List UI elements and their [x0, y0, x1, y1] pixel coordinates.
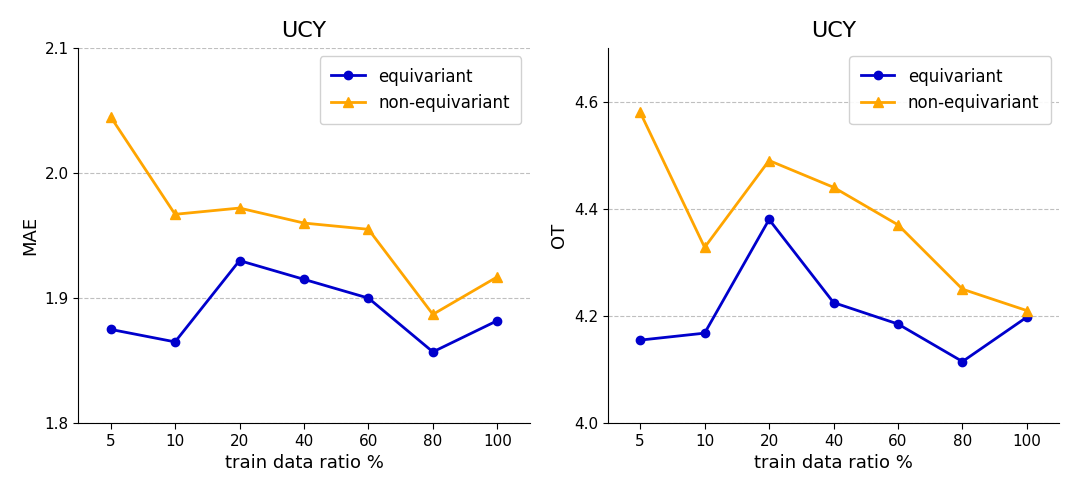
non-equivariant [491, 274, 504, 280]
X-axis label: train data ratio %: train data ratio % [754, 454, 913, 472]
non-equivariant [634, 109, 647, 115]
non-equivariant [104, 114, 117, 120]
Line: equivariant: equivariant [636, 215, 1031, 366]
equivariant [233, 258, 246, 264]
non-equivariant [362, 226, 375, 232]
equivariant [491, 317, 504, 323]
non-equivariant [827, 184, 840, 190]
equivariant [297, 277, 310, 282]
Legend: equivariant, non-equivariant: equivariant, non-equivariant [320, 56, 522, 124]
equivariant [634, 337, 647, 343]
equivariant [891, 321, 904, 327]
Title: UCY: UCY [282, 21, 326, 41]
equivariant [104, 326, 117, 332]
equivariant [827, 300, 840, 306]
Line: non-equivariant: non-equivariant [635, 107, 1031, 316]
equivariant [1021, 314, 1034, 320]
non-equivariant [297, 220, 310, 226]
non-equivariant [891, 222, 904, 228]
X-axis label: train data ratio %: train data ratio % [225, 454, 383, 472]
non-equivariant [698, 245, 711, 250]
non-equivariant [233, 205, 246, 211]
equivariant [956, 358, 969, 364]
equivariant [762, 216, 775, 222]
Line: equivariant: equivariant [107, 256, 501, 356]
Legend: equivariant, non-equivariant: equivariant, non-equivariant [849, 56, 1051, 124]
non-equivariant [427, 312, 440, 317]
Y-axis label: MAE: MAE [21, 216, 39, 255]
Title: UCY: UCY [811, 21, 856, 41]
equivariant [362, 295, 375, 301]
non-equivariant [762, 158, 775, 164]
Line: non-equivariant: non-equivariant [106, 112, 502, 319]
non-equivariant [168, 211, 181, 217]
non-equivariant [1021, 308, 1034, 314]
Y-axis label: OT: OT [551, 223, 568, 248]
equivariant [168, 339, 181, 345]
equivariant [698, 330, 711, 336]
non-equivariant [956, 286, 969, 292]
equivariant [427, 349, 440, 355]
